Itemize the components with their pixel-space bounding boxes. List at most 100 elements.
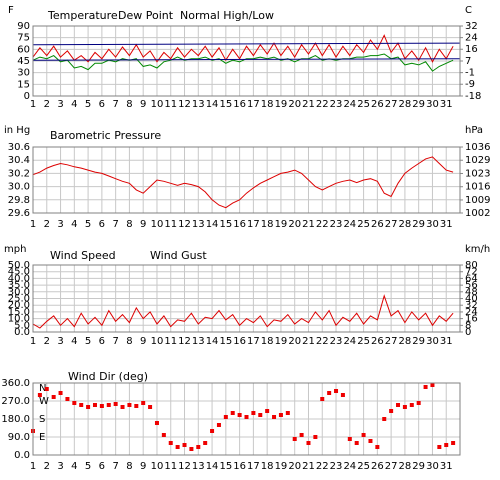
y-tick-label: 30.6 xyxy=(8,142,30,153)
scatter-point xyxy=(223,415,228,419)
scatter-point xyxy=(444,443,449,447)
scatter-point xyxy=(423,385,428,389)
x-tick-label: 25 xyxy=(357,336,370,347)
y-tick-label: 90.0 xyxy=(8,432,30,443)
y2-tick-label: 32 xyxy=(465,300,478,311)
x-tick-label: 11 xyxy=(164,461,177,472)
x-tick-label: 21 xyxy=(302,461,315,472)
y2-tick-label: 16 xyxy=(465,44,478,55)
scatter-point xyxy=(299,433,304,437)
x-tick-label: 2 xyxy=(44,99,50,110)
y2-tick-label: 16 xyxy=(465,314,478,325)
x-tick-label: 30 xyxy=(426,461,439,472)
scatter-point xyxy=(65,397,70,401)
y2-tick-label: 0 xyxy=(465,327,471,338)
scatter-point xyxy=(361,433,366,437)
x-tick-label: 8 xyxy=(126,461,132,472)
scatter-point xyxy=(99,404,104,408)
scatter-point xyxy=(451,441,456,445)
y2-tick-label: 56 xyxy=(465,280,478,291)
x-tick-label: 13 xyxy=(192,99,205,110)
y-tick-label: 29.8 xyxy=(8,195,30,206)
y2-tick-label: 48 xyxy=(465,287,478,298)
x-tick-label: 13 xyxy=(192,219,205,230)
x-tick-label: 5 xyxy=(85,336,91,347)
x-tick-label: 12 xyxy=(178,99,191,110)
x-tick-label: 24 xyxy=(343,461,356,472)
series-line xyxy=(32,53,454,72)
plot-frame xyxy=(32,25,461,97)
x-tick-label: 21 xyxy=(302,219,315,230)
x-tick-label: 31 xyxy=(440,219,453,230)
x-tick-label: 14 xyxy=(206,99,219,110)
x-tick-label: 25 xyxy=(357,99,370,110)
x-tick-label: 13 xyxy=(192,461,205,472)
scatter-point xyxy=(58,391,63,395)
series-line xyxy=(32,294,454,329)
y2-tick-label: -18 xyxy=(465,91,481,102)
scatter-point xyxy=(51,395,56,399)
scatter-point xyxy=(437,445,442,449)
x-tick-label: 12 xyxy=(178,461,191,472)
x-tick-label: 13 xyxy=(192,336,205,347)
scatter-point xyxy=(182,443,187,447)
x-tick-label: 12 xyxy=(178,336,191,347)
x-tick-label: 17 xyxy=(247,219,260,230)
x-tick-label: 27 xyxy=(385,219,398,230)
scatter-point xyxy=(154,421,159,425)
x-tick-label: 4 xyxy=(71,461,77,472)
x-tick-label: 3 xyxy=(57,461,63,472)
x-tick-label: 12 xyxy=(178,219,191,230)
compass-label: W xyxy=(39,396,49,407)
x-tick-label: 9 xyxy=(140,336,146,347)
y2-tick-label: 72 xyxy=(465,267,478,278)
scatter-point xyxy=(251,411,256,415)
x-tick-label: 4 xyxy=(71,336,77,347)
y2-axis-unit: km/h xyxy=(465,244,490,255)
x-tick-label: 2 xyxy=(44,461,50,472)
scatter-point xyxy=(134,404,139,408)
y2-tick-label: 80 xyxy=(465,260,478,271)
scatter-point xyxy=(210,429,215,433)
y-axis-unit: in Hg xyxy=(4,125,30,136)
scatter-point xyxy=(375,445,380,449)
y-tick-label: 15 xyxy=(17,79,30,90)
y-tick-label: 29.6 xyxy=(8,208,30,219)
x-tick-label: 1 xyxy=(30,336,36,347)
x-tick-label: 17 xyxy=(247,99,260,110)
x-tick-label: 29 xyxy=(412,336,425,347)
x-tick-label: 22 xyxy=(316,219,329,230)
y-tick-label: 0.0 xyxy=(14,450,30,461)
legend-entry: Normal High/Low xyxy=(180,9,274,22)
compass-label: E xyxy=(39,432,45,443)
x-tick-label: 1 xyxy=(30,461,36,472)
y-tick-label: 10.0 xyxy=(8,314,30,325)
x-tick-label: 17 xyxy=(247,336,260,347)
x-tick-label: 28 xyxy=(399,99,412,110)
y-tick-label: 35.0 xyxy=(8,280,30,291)
x-tick-label: 2 xyxy=(44,219,50,230)
x-tick-label: 20 xyxy=(288,336,301,347)
y-tick-label: 30.0 xyxy=(8,287,30,298)
y2-tick-label: 7 xyxy=(465,56,471,67)
y-tick-label: 50.0 xyxy=(8,260,30,271)
scatter-point xyxy=(292,437,297,441)
y2-tick-label: 1023 xyxy=(465,168,490,179)
x-tick-label: 25 xyxy=(357,461,370,472)
x-tick-label: 18 xyxy=(261,99,274,110)
legend-entry: Wind Dir (deg) xyxy=(68,370,148,383)
y-tick-label: 270.0 xyxy=(1,396,30,407)
scatter-point xyxy=(430,383,435,387)
x-tick-label: 7 xyxy=(112,336,118,347)
x-tick-label: 27 xyxy=(385,99,398,110)
series-line xyxy=(32,34,454,63)
plot-area xyxy=(33,147,460,213)
scatter-point xyxy=(258,413,263,417)
scatter-point xyxy=(416,401,421,405)
y2-tick-label: 1029 xyxy=(465,155,490,166)
scatter-point xyxy=(196,445,201,449)
x-tick-label: 24 xyxy=(343,336,356,347)
x-tick-label: 23 xyxy=(330,219,343,230)
y2-tick-label: 1009 xyxy=(465,195,490,206)
